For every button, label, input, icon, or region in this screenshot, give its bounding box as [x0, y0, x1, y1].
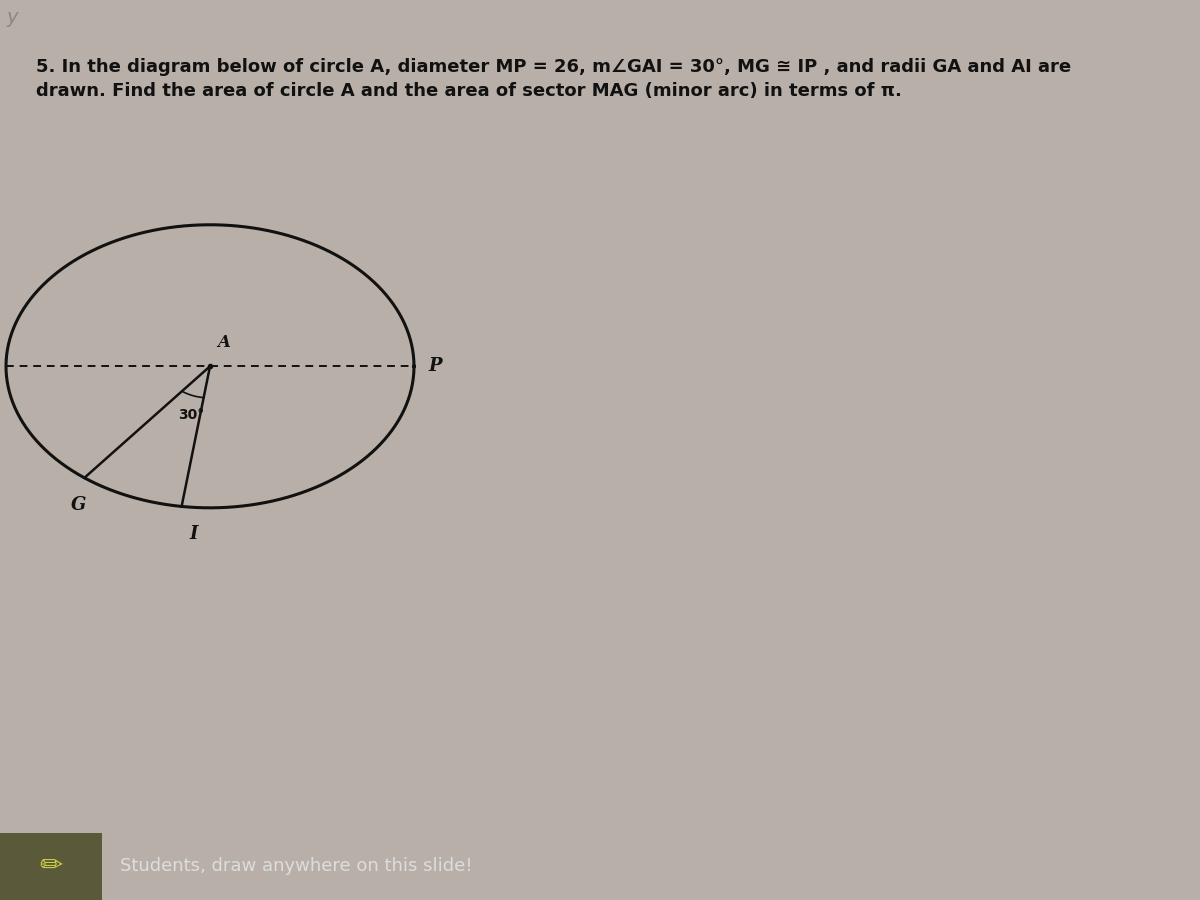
- Text: 30°: 30°: [179, 409, 204, 422]
- Text: ✏: ✏: [38, 852, 62, 880]
- Bar: [0, 832, 102, 900]
- Text: P: P: [428, 357, 442, 375]
- Text: Students, draw anywhere on this slide!: Students, draw anywhere on this slide!: [120, 857, 473, 875]
- Text: 5. In the diagram below of circle A, diameter MP = 26, m∠GAI = 30°, MG ≅ IP , an: 5. In the diagram below of circle A, dia…: [36, 58, 1072, 100]
- Text: A: A: [217, 334, 230, 351]
- Text: I: I: [190, 525, 198, 543]
- Text: G: G: [71, 496, 86, 514]
- Text: y: y: [6, 8, 18, 27]
